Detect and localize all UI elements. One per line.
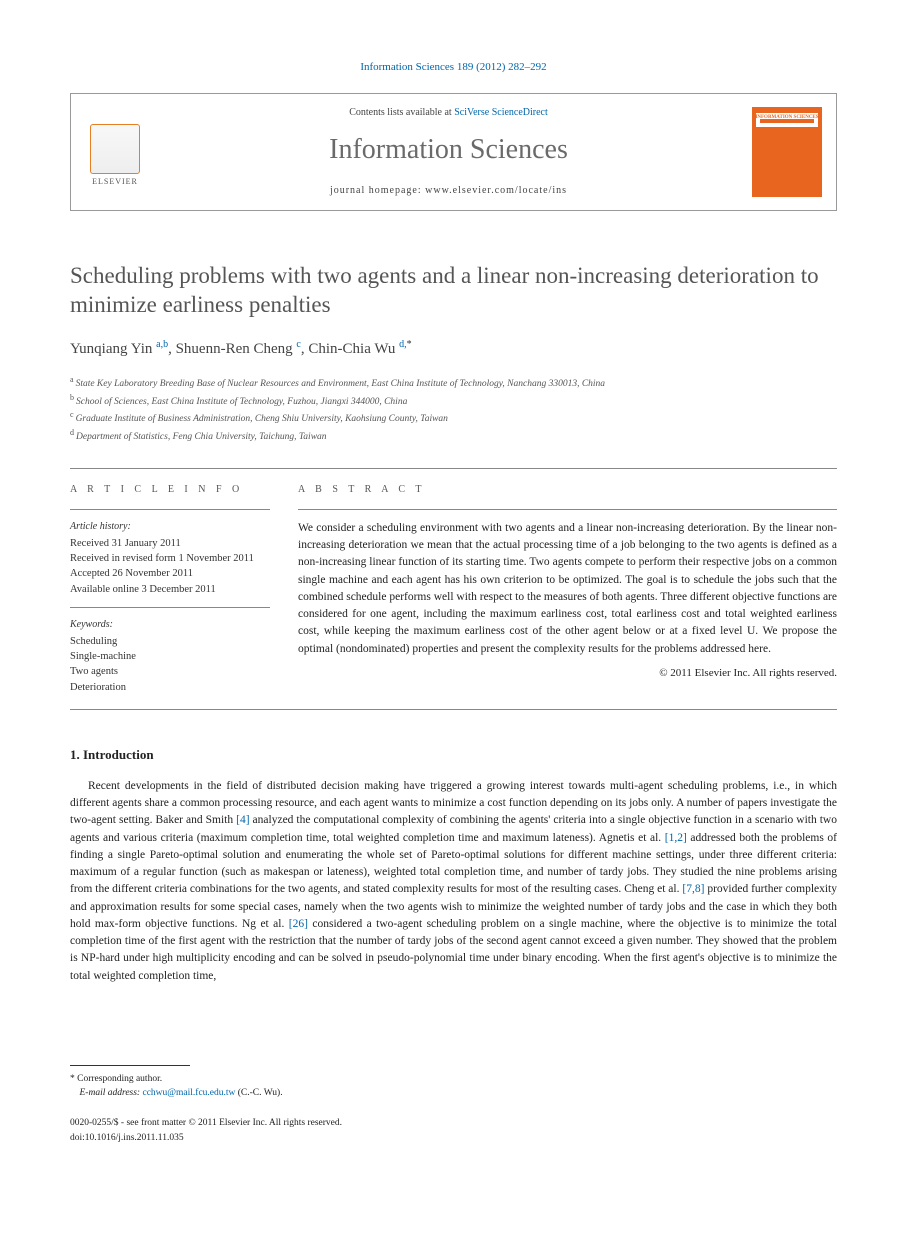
- article-info-head: A R T I C L E I N F O: [70, 483, 270, 497]
- affiliation-line: a State Key Laboratory Breeding Base of …: [70, 374, 837, 391]
- abstract-copyright: © 2011 Elsevier Inc. All rights reserved…: [298, 666, 837, 681]
- elsevier-tree-icon: [90, 124, 140, 174]
- email-label: E-mail address:: [80, 1088, 141, 1098]
- history-line: Accepted 26 November 2011: [70, 566, 270, 581]
- contents-line: Contents lists available at SciVerse Sci…: [155, 106, 742, 120]
- citation-ref[interactable]: [1,2]: [665, 832, 687, 844]
- author-name: Chin-Chia Wu: [308, 341, 399, 357]
- footnote-rule: [70, 1065, 190, 1066]
- abstract-column: A B S T R A C T We consider a scheduling…: [298, 483, 837, 695]
- keyword: Single-machine: [70, 649, 270, 664]
- publisher-logo-text: ELSEVIER: [92, 176, 138, 187]
- author-name: Shuenn-Ren Cheng: [176, 341, 297, 357]
- section-1-title: 1. Introduction: [70, 746, 837, 764]
- keyword: Scheduling: [70, 634, 270, 649]
- citation-ref[interactable]: [26]: [289, 918, 308, 930]
- doi-line: doi:10.1016/j.ins.2011.11.035: [70, 1131, 837, 1145]
- email-link[interactable]: cchwu@mail.fcu.edu.tw: [142, 1088, 235, 1098]
- divider: [70, 709, 837, 710]
- homepage-url[interactable]: www.elsevier.com/locate/ins: [425, 185, 567, 196]
- abstract-text: We consider a scheduling environment wit…: [298, 520, 837, 658]
- homepage-prefix: journal homepage:: [330, 185, 425, 196]
- journal-reference: Information Sciences 189 (2012) 282–292: [70, 60, 837, 75]
- affiliations: a State Key Laboratory Breeding Base of …: [70, 374, 837, 444]
- journal-cover-thumbnail: INFORMATION SCIENCES: [752, 107, 822, 197]
- affiliation-line: b School of Sciences, East China Institu…: [70, 392, 837, 409]
- keywords-head: Keywords:: [70, 618, 270, 632]
- history-line: Available online 3 December 2011: [70, 582, 270, 597]
- corresponding-author-note: * Corresponding author.: [70, 1072, 837, 1086]
- contents-prefix: Contents lists available at: [349, 107, 454, 118]
- journal-header-box: ELSEVIER Contents lists available at Sci…: [70, 93, 837, 210]
- divider: [70, 607, 270, 608]
- issn-line: 0020-0255/$ - see front matter © 2011 El…: [70, 1116, 837, 1130]
- divider: [70, 468, 837, 469]
- bottom-meta: 0020-0255/$ - see front matter © 2011 El…: [70, 1116, 837, 1145]
- keyword: Two agents: [70, 664, 270, 679]
- journal-title: Information Sciences: [155, 130, 742, 169]
- keyword: Deterioration: [70, 680, 270, 695]
- corresponding-marker: *: [407, 339, 412, 350]
- author-affil-sup: a,b: [156, 339, 168, 350]
- divider: [70, 509, 270, 510]
- history-line: Received in revised form 1 November 2011: [70, 551, 270, 566]
- affiliation-line: d Department of Statistics, Feng Chia Un…: [70, 427, 837, 444]
- publisher-logo: ELSEVIER: [85, 117, 145, 187]
- homepage-line: journal homepage: www.elsevier.com/locat…: [155, 184, 742, 198]
- sciencedirect-link[interactable]: SciVerse ScienceDirect: [454, 107, 548, 118]
- citation-ref[interactable]: [4]: [236, 814, 249, 826]
- author-affil-sup: d,: [399, 339, 407, 350]
- footer: * Corresponding author. E-mail address: …: [70, 1065, 837, 1145]
- article-info-column: A R T I C L E I N F O Article history: R…: [70, 483, 270, 695]
- email-line: E-mail address: cchwu@mail.fcu.edu.tw (C…: [70, 1086, 837, 1100]
- author-affil-sup: c: [296, 339, 300, 350]
- affiliation-line: c Graduate Institute of Business Adminis…: [70, 409, 837, 426]
- abstract-head: A B S T R A C T: [298, 483, 837, 497]
- citation-ref[interactable]: [7,8]: [682, 883, 704, 895]
- divider: [298, 509, 837, 510]
- cover-label: INFORMATION SCIENCES: [752, 114, 822, 121]
- article-title: Scheduling problems with two agents and …: [70, 261, 837, 321]
- history-line: Received 31 January 2011: [70, 536, 270, 551]
- history-head: Article history:: [70, 520, 270, 534]
- author-name: Yunqiang Yin: [70, 341, 156, 357]
- section-1-body: Recent developments in the field of dist…: [70, 778, 837, 985]
- header-center: Contents lists available at SciVerse Sci…: [145, 106, 752, 197]
- email-name: (C.-C. Wu).: [238, 1088, 283, 1098]
- authors-line: Yunqiang Yin a,b, Shuenn-Ren Cheng c, Ch…: [70, 338, 837, 360]
